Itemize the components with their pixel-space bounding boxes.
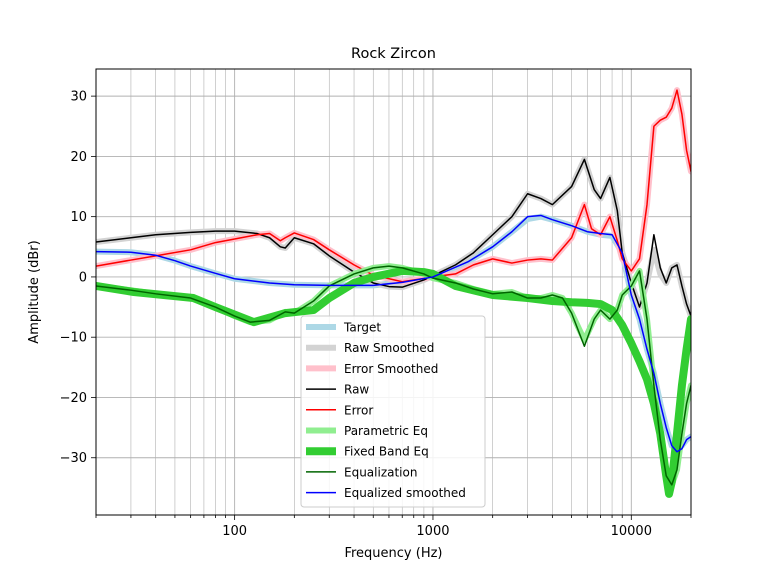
- y-tick-label: 0: [79, 270, 87, 285]
- legend-label: Error: [344, 403, 373, 417]
- legend-box: [300, 315, 486, 508]
- legend-label: Fixed Band Eq: [344, 445, 429, 459]
- x-tick-label: 100: [222, 524, 247, 539]
- y-axis-label: Amplitude (dBr): [27, 240, 42, 343]
- y-tick-label: −10: [60, 331, 87, 346]
- chart-title: Rock Zircon: [351, 46, 436, 62]
- legend-label: Error Smoothed: [344, 362, 438, 376]
- series-layer: [96, 87, 691, 498]
- y-tick-label: −30: [60, 451, 87, 466]
- y-tick-label: 30: [70, 90, 87, 105]
- series-line-equalization: [96, 265, 691, 486]
- legend-label: Raw: [344, 383, 369, 397]
- series-line-raw: [96, 158, 691, 317]
- legend-label: Equalization: [344, 465, 417, 479]
- x-axis-label: Frequency (Hz): [344, 546, 442, 561]
- legend: Target Raw Smoothed Error Smoothed Raw Error…: [300, 315, 486, 508]
- legend-label: Raw Smoothed: [344, 341, 434, 355]
- x-tick-label: 10000: [611, 524, 652, 539]
- series-line-fixed-band-eq: [96, 266, 691, 498]
- series-line-error: [96, 89, 691, 283]
- y-tick-label: −20: [60, 391, 87, 406]
- legend-label: Equalized smoothed: [344, 486, 466, 500]
- legend-label: Parametric Eq: [344, 424, 428, 438]
- series-line-equalized-smoothed: [96, 214, 691, 453]
- y-tick-label: 20: [70, 150, 87, 165]
- x-tick-label: 1000: [416, 524, 449, 539]
- plot-frame: [95, 68, 692, 516]
- legend-label: Target: [343, 321, 381, 335]
- y-tick-label: 10: [70, 210, 87, 225]
